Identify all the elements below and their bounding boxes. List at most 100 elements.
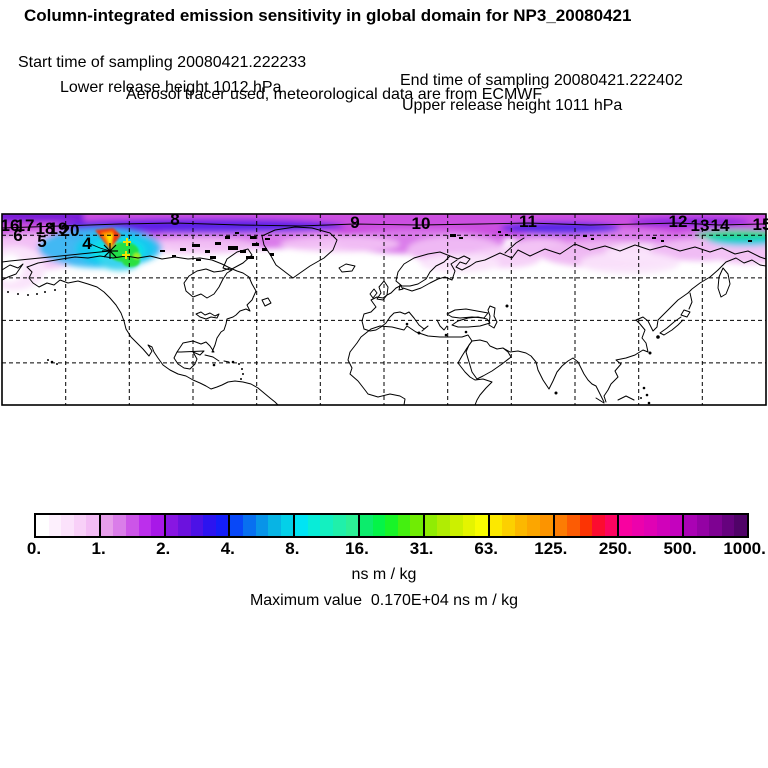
trajectory-day-label: 6 — [13, 226, 22, 245]
colorbar-cell — [462, 515, 476, 536]
trajectory-day-label: 19 — [49, 219, 68, 238]
colorbar-segment — [682, 515, 747, 536]
colorbar-cell — [631, 515, 645, 536]
colorbar-cell — [138, 515, 152, 536]
colorbar-tick-label: 4. — [220, 539, 235, 558]
colorbar-cell — [307, 515, 321, 536]
colorbar-cell — [619, 515, 632, 536]
colorbar-cell — [86, 515, 99, 536]
colorbar-cell — [410, 515, 423, 536]
colorbar-cell — [178, 515, 191, 536]
colorbar-cell — [397, 515, 411, 536]
colorbar-cell — [696, 515, 710, 536]
trajectory-day-label: 12 — [669, 212, 688, 231]
colorbar-cell — [151, 515, 164, 536]
colorbar-tick-label: 1. — [91, 539, 106, 558]
release-height-line: Lower release height 1012 hPa Upper rele… — [0, 61, 768, 133]
colorbar-cell — [372, 515, 386, 536]
colorbar-cell — [734, 515, 747, 536]
colorbar-cell — [475, 515, 488, 536]
upper-release-text: Upper release height 1011 hPa — [402, 97, 623, 114]
colorbar-cell — [527, 515, 540, 536]
trajectory-day-label: 8 — [170, 210, 179, 229]
colorbar-cell — [268, 515, 281, 536]
trajectory-day-label: 15 — [753, 215, 768, 234]
colorbar-cell — [450, 515, 463, 536]
coastlines — [2, 226, 766, 405]
colorbar-segment — [617, 515, 683, 536]
colorbar-segment — [163, 515, 229, 536]
colorbar-cell — [437, 515, 450, 536]
colorbar-cell — [669, 515, 683, 536]
colorbar-cell — [203, 515, 216, 536]
colorbar-tick-label: 1000. — [723, 539, 766, 558]
colorbar-cell — [230, 515, 243, 536]
lower-release-text: Lower release height 1012 hPa — [60, 79, 282, 96]
colorbar-cell — [592, 515, 605, 536]
colorbar-cell — [243, 515, 256, 536]
start-time-text: Start time of sampling 20080421.222233 — [18, 54, 307, 71]
colorbar-cell — [644, 515, 657, 536]
colorbar-segment — [358, 515, 423, 536]
colorbar-cell — [255, 515, 269, 536]
colorbar-cell — [721, 515, 735, 536]
colorbar-segment — [36, 515, 99, 536]
tracer-info-line: Aerosol tracer used, meteorological data… — [126, 86, 543, 103]
trajectory — [2, 222, 766, 263]
colorbar-cell — [295, 515, 308, 536]
colorbar-tick-label: 250. — [598, 539, 632, 558]
colorbar-tick-label: 16. — [345, 539, 369, 558]
colorbar-segment — [487, 515, 553, 536]
colorbar-cell — [190, 515, 204, 536]
colorbar-cell — [61, 515, 74, 536]
colorbar-cell — [567, 515, 580, 536]
colorbar-cell — [502, 515, 515, 536]
colorbar-cell — [709, 515, 722, 536]
sampling-time-line: Start time of sampling 20080421.222233 E… — [0, 36, 768, 108]
colorbar-cell — [320, 515, 333, 536]
colorbar-tick-label: 500. — [663, 539, 697, 558]
max-value-line: Maximum value 0.170E+04 ns m / kg — [249, 592, 519, 609]
plus-markers — [122, 238, 131, 259]
colorbar-cell — [36, 515, 49, 536]
colorbar-cell — [73, 515, 87, 536]
trajectory-day-label: 16 — [1, 216, 20, 235]
colorbar-segment — [422, 515, 488, 536]
colorbar-cell — [165, 515, 179, 536]
colorbar-cell — [424, 515, 438, 536]
colorbar-unit-label: ns m / kg — [351, 566, 417, 583]
colorbar-cell — [332, 515, 346, 536]
colorbar-cell — [489, 515, 503, 536]
colorbar-tick-label: 63. — [474, 539, 499, 558]
trajectory-day-label: 13 — [691, 216, 710, 235]
trajectory-day-label: 11 — [519, 212, 537, 231]
colorbar-cell — [554, 515, 568, 536]
colorbar-segment — [228, 515, 294, 536]
colorbar-segment — [293, 515, 359, 536]
colorbar-cell — [539, 515, 553, 536]
colorbar-cell — [100, 515, 114, 536]
colorbar-cell — [280, 515, 294, 536]
colorbar-cell — [345, 515, 359, 536]
colorbar-cell — [604, 515, 618, 536]
colorbar-tick-label: 0. — [26, 539, 42, 558]
release-point-marker — [102, 243, 118, 259]
colorbar-cell — [684, 515, 697, 536]
trajectory-day-label: 20 — [61, 221, 80, 240]
island-specks — [7, 231, 752, 405]
trajectory-day-label: 5 — [37, 232, 46, 251]
trajectory-day-label: 4 — [82, 234, 92, 253]
colorbar-cell — [579, 515, 593, 536]
colorbar-tick-label: 2. — [156, 539, 171, 558]
colorbar-tick-label: 31. — [409, 539, 434, 558]
colorbar-cell — [125, 515, 139, 536]
colorbar-cell — [215, 515, 229, 536]
trajectory-day-label: 18 — [36, 219, 55, 238]
end-time-text: End time of sampling 20080421.222402 — [400, 72, 683, 89]
trajectory-day-label: 10 — [412, 214, 431, 233]
colorbar-tick-label: 8. — [285, 539, 300, 558]
colorbar-cell — [385, 515, 398, 536]
